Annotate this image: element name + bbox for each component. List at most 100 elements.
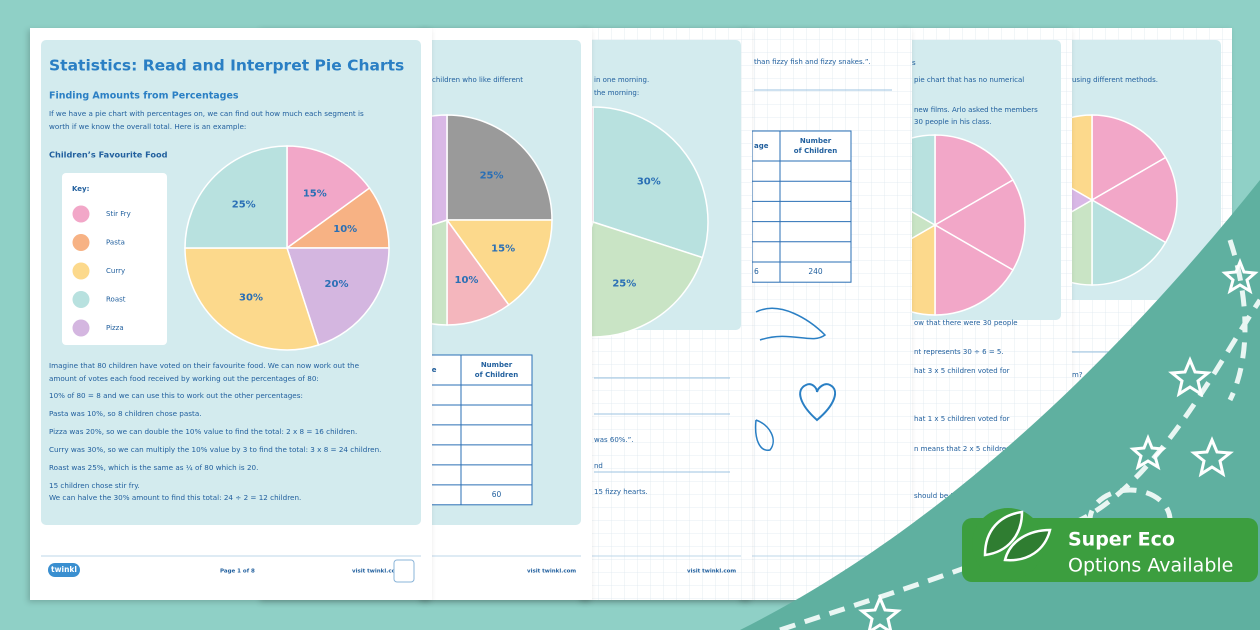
text: nt represents 30 ÷ 6 = 5. xyxy=(914,348,1004,356)
legend-swatch xyxy=(72,234,90,251)
text: m? xyxy=(1072,371,1083,379)
pie-slice xyxy=(934,134,1014,227)
text: Page 1 of 8 xyxy=(220,569,255,575)
text: hat 1 x 5 children voted for xyxy=(914,415,1010,423)
dashed-line xyxy=(1227,239,1248,402)
text: Stir Fry xyxy=(106,210,131,218)
pie-slice xyxy=(184,145,288,249)
text: 10% of 80 = 8 and we can use this to wor… xyxy=(49,391,303,400)
table-header: of Children xyxy=(794,147,837,155)
heart xyxy=(799,383,837,422)
text: using different methods. xyxy=(1072,76,1158,84)
logo: twinkl xyxy=(51,565,77,574)
leaf xyxy=(983,510,1024,557)
pie-slice xyxy=(1090,156,1178,244)
leaf xyxy=(1003,528,1052,562)
text: Children’s Favourite Food xyxy=(49,150,168,160)
award-badge xyxy=(393,559,415,583)
pie-slice xyxy=(592,106,709,259)
text: the morning: xyxy=(594,89,639,97)
star xyxy=(858,594,902,630)
table xyxy=(419,354,533,506)
pie-slice xyxy=(446,114,553,221)
text: new films. Arlo asked the members xyxy=(914,106,1038,114)
text: should be 30: xyxy=(914,492,962,500)
text: Pasta xyxy=(106,239,125,247)
slice-label: 25% xyxy=(612,278,636,289)
star xyxy=(1129,433,1167,471)
legend-swatch xyxy=(72,291,90,308)
table-header: of Children xyxy=(475,371,518,379)
text: hat 3 x 5 children voted for xyxy=(914,367,1010,375)
text: visit twinkl.com xyxy=(527,569,576,575)
text: 15 fizzy hearts. xyxy=(594,488,648,496)
text: visit twinkl.com xyxy=(352,569,401,575)
text: nd xyxy=(594,462,603,470)
doodle xyxy=(755,307,827,341)
text: 6 xyxy=(754,267,759,276)
slice-label: 25% xyxy=(232,200,256,211)
key-box xyxy=(62,173,167,345)
table-header: Number xyxy=(481,361,513,369)
text: Imagine that 80 children have voted on t… xyxy=(49,361,360,370)
table-cell: 60 xyxy=(492,490,502,499)
text: Finding Amounts from Percentages xyxy=(49,91,239,102)
legend-swatch xyxy=(72,205,90,223)
slice-label: 15% xyxy=(303,188,327,199)
slice-label: 10% xyxy=(454,275,478,286)
slice-label: 10% xyxy=(333,224,357,235)
text: If we have a pie chart with percentages … xyxy=(49,109,364,118)
corner-wave xyxy=(740,180,1260,630)
text: worth if we know the overall total. Here… xyxy=(49,122,246,131)
text: than fizzy fish and fizzy snakes.”. xyxy=(754,58,871,66)
pie-slice xyxy=(286,145,371,250)
slice-label: 15% xyxy=(491,244,515,255)
slice-label: 30% xyxy=(239,293,263,304)
text: Pizza xyxy=(106,324,124,332)
star xyxy=(1221,257,1259,295)
text: children who like different xyxy=(432,76,523,84)
text: visit twinkl.com xyxy=(687,569,736,575)
star xyxy=(1168,356,1212,398)
table-header: Number xyxy=(800,137,832,145)
text: s xyxy=(912,59,916,67)
text: Pizza was 20%, so we can double the 10% … xyxy=(49,427,357,436)
text: ow that there were 30 people xyxy=(914,319,1018,327)
sheet: Statistics: Read and Interpret Pie Chart… xyxy=(30,28,432,600)
text: amount of votes each food received by wo… xyxy=(49,374,319,383)
badge-title: Super Eco xyxy=(1068,529,1175,551)
legend-swatch xyxy=(72,319,90,337)
pie-slice xyxy=(1091,114,1167,202)
star xyxy=(1190,436,1234,478)
overlay: Super Eco Options Available xyxy=(740,180,1260,630)
text: in one morning. xyxy=(594,76,649,84)
slice-label: 30% xyxy=(637,176,661,187)
slice-label: 25% xyxy=(480,170,504,181)
logo-pill xyxy=(48,563,80,577)
pie-slice xyxy=(1091,198,1167,286)
text: Pasta was 10%, so 8 children chose pasta… xyxy=(49,409,202,418)
pie-slice xyxy=(934,223,1014,316)
text: We can halve the 30% amount to find this… xyxy=(49,493,301,502)
text: Roast xyxy=(106,296,126,304)
text: Key: xyxy=(72,185,90,193)
text: age xyxy=(754,142,769,150)
text: Curry xyxy=(106,267,125,275)
text: 30 people in his class. xyxy=(914,118,992,126)
text: was 60%.”. xyxy=(594,436,634,444)
text: Curry was 30%, so we can multiply the 10… xyxy=(49,445,381,454)
table-cell: 240 xyxy=(808,267,823,276)
text: 15 children chose stir fry. xyxy=(49,481,140,490)
pie-slice xyxy=(933,178,1026,272)
pie-slice xyxy=(285,247,390,346)
legend-swatch xyxy=(72,262,90,280)
pie-slice xyxy=(184,247,320,351)
badge-subtitle: Options Available xyxy=(1068,555,1233,577)
pie-slice xyxy=(445,219,553,306)
slice-label: 20% xyxy=(325,279,349,290)
text: Roast was 25%, which is the same as ¼ of… xyxy=(49,463,258,472)
text: Statistics: Read and Interpret Pie Chart… xyxy=(49,57,404,75)
doodle xyxy=(754,419,774,451)
